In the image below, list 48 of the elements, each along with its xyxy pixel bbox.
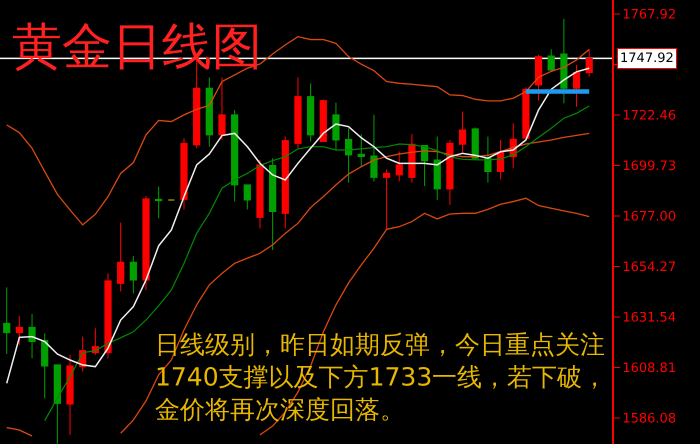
candlestick: [16, 316, 23, 346]
candlestick: [41, 332, 48, 399]
candlestick: [446, 140, 454, 206]
candlestick: [117, 222, 124, 292]
y-tick-label: 1631.54: [622, 310, 676, 326]
candlestick: [66, 354, 74, 436]
candlestick: [130, 256, 137, 294]
candlestick: [54, 364, 61, 444]
candlestick: [244, 184, 251, 210]
candlestick: [294, 76, 302, 149]
y-tick-label: 1699.73: [622, 159, 676, 174]
y-tick-label: 1608.81: [622, 361, 676, 376]
candlestick: [104, 272, 112, 359]
candlestick: [282, 136, 289, 229]
candlestick: [269, 158, 276, 250]
candlestick: [560, 18, 568, 104]
candlestick: [142, 196, 150, 290]
candlestick: [383, 168, 390, 230]
candlestick: [396, 151, 403, 182]
candlestick: [231, 110, 238, 202]
candlestick: [155, 186, 162, 219]
candlestick: [458, 111, 466, 154]
candlestick: [586, 48, 593, 78]
candlestick: [358, 134, 365, 168]
candlestick: [256, 160, 264, 229]
candlestick: [307, 82, 314, 142]
candlestick: [572, 64, 580, 108]
y-tick-label: 1677.00: [622, 210, 676, 225]
candlestick: [496, 140, 504, 180]
candlestick: [534, 54, 542, 102]
candlestick: [370, 114, 378, 182]
y-tick-label: 1767.92: [622, 8, 676, 23]
candlestick: [548, 48, 555, 72]
candlestick: [206, 76, 213, 148]
candlestick: [3, 286, 10, 354]
candlestick: [484, 136, 492, 184]
candlestick: [332, 102, 340, 152]
y-tick-label: 1654.27: [622, 260, 676, 276]
candlestick: [28, 314, 36, 359]
candlestick: [472, 127, 479, 160]
y-tick-label: 1722.46: [622, 108, 676, 124]
ref-line-label: 1747.92: [620, 51, 674, 66]
candlestick: [320, 98, 327, 142]
candlestick: [345, 128, 352, 184]
candlestick: [434, 136, 441, 200]
candlestick: [180, 138, 188, 210]
candlestick: [218, 76, 226, 140]
y-tick-label: 1586.08: [622, 412, 676, 427]
